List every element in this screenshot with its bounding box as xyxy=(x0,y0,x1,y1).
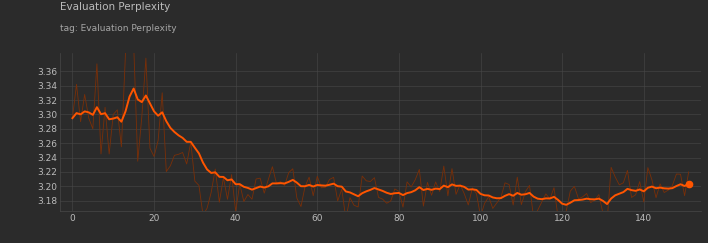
Text: Evaluation Perplexity: Evaluation Perplexity xyxy=(60,2,171,12)
Text: tag: Evaluation Perplexity: tag: Evaluation Perplexity xyxy=(60,24,177,33)
